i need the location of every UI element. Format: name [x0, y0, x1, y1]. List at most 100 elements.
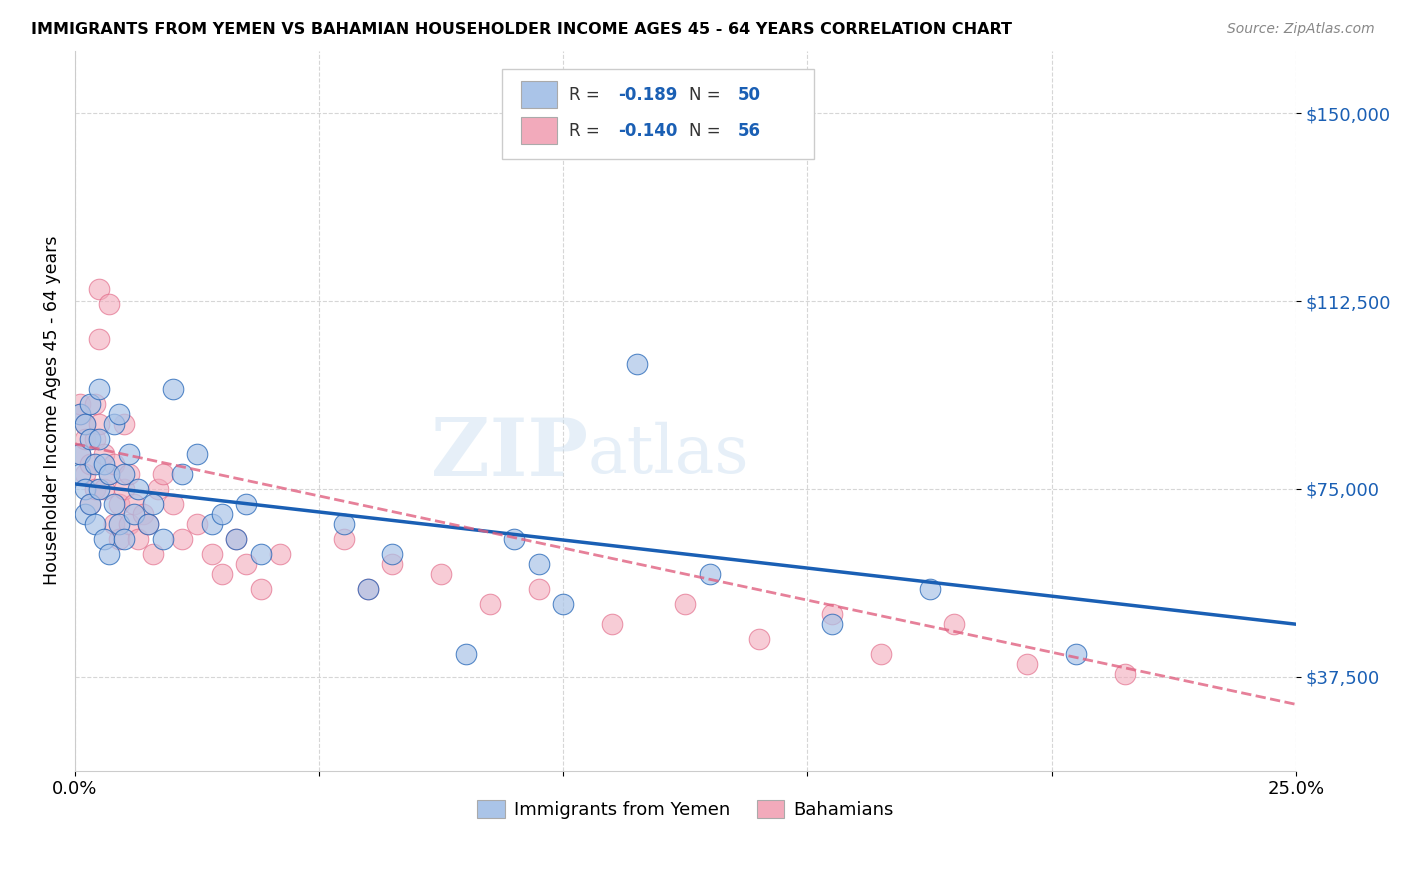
Point [162, 497, 184, 511]
Text: ZIP: ZIP [430, 415, 588, 493]
Point [821, 607, 844, 622]
Legend: Immigrants from Yemen, Bahamians: Immigrants from Yemen, Bahamians [470, 793, 901, 827]
Point [821, 617, 844, 632]
Point [122, 497, 145, 511]
Point [186, 516, 208, 531]
Point [1064, 647, 1087, 661]
Point [89, 332, 111, 346]
Point [211, 507, 233, 521]
Point [112, 417, 135, 431]
Point [69, 447, 91, 461]
Point [869, 647, 891, 661]
Point [127, 532, 149, 546]
Point [127, 482, 149, 496]
Point [112, 467, 135, 481]
Text: N =: N = [689, 121, 725, 140]
Point [269, 547, 291, 561]
Point [79, 497, 101, 511]
Point [93, 457, 115, 471]
Point [83, 432, 105, 446]
Point [142, 547, 165, 561]
Point [162, 382, 184, 396]
Point [89, 382, 111, 396]
Point [103, 417, 125, 431]
Point [118, 516, 141, 531]
Text: -0.140: -0.140 [619, 121, 678, 140]
Point [122, 507, 145, 521]
Point [748, 632, 770, 647]
Point [186, 447, 208, 461]
Point [93, 447, 115, 461]
Point [225, 532, 247, 546]
Text: 50: 50 [738, 86, 761, 103]
Point [118, 447, 141, 461]
Point [235, 497, 257, 511]
Point [527, 582, 550, 596]
Point [103, 457, 125, 471]
Text: atlas: atlas [588, 421, 749, 486]
Point [942, 617, 965, 632]
Point [89, 482, 111, 496]
Text: R =: R = [569, 121, 606, 140]
Point [83, 516, 105, 531]
Point [673, 597, 696, 611]
Point [332, 532, 354, 546]
Point [103, 516, 125, 531]
Point [98, 467, 121, 481]
Text: R =: R = [569, 86, 606, 103]
Text: -0.189: -0.189 [619, 86, 678, 103]
Point [381, 547, 404, 561]
Point [98, 547, 121, 561]
Point [69, 407, 91, 421]
Text: IMMIGRANTS FROM YEMEN VS BAHAMIAN HOUSEHOLDER INCOME AGES 45 - 64 YEARS CORRELAT: IMMIGRANTS FROM YEMEN VS BAHAMIAN HOUSEH… [31, 22, 1012, 37]
Point [201, 516, 224, 531]
Text: Source: ZipAtlas.com: Source: ZipAtlas.com [1227, 22, 1375, 37]
Point [553, 597, 575, 611]
Point [79, 432, 101, 446]
Point [108, 407, 131, 421]
Point [454, 647, 477, 661]
Point [69, 467, 91, 481]
Text: 56: 56 [738, 121, 761, 140]
Point [201, 547, 224, 561]
Point [136, 516, 159, 531]
Point [918, 582, 941, 596]
Point [83, 457, 105, 471]
Point [93, 482, 115, 496]
Point [225, 532, 247, 546]
Point [332, 516, 354, 531]
Point [357, 582, 380, 596]
Point [430, 567, 453, 582]
Point [479, 597, 502, 611]
Text: N =: N = [689, 86, 725, 103]
Point [79, 457, 101, 471]
Point [93, 532, 115, 546]
Point [152, 467, 174, 481]
Point [73, 482, 96, 496]
Point [172, 467, 194, 481]
Point [152, 532, 174, 546]
Point [98, 467, 121, 481]
Point [118, 467, 141, 481]
Point [136, 516, 159, 531]
Bar [520, 81, 557, 108]
Point [357, 582, 380, 596]
Point [112, 532, 135, 546]
FancyBboxPatch shape [502, 69, 814, 159]
Point [89, 432, 111, 446]
Point [1017, 657, 1039, 672]
Point [249, 582, 271, 596]
Point [1114, 667, 1136, 681]
Point [69, 397, 91, 411]
Point [172, 532, 194, 546]
Point [89, 417, 111, 431]
Bar [520, 117, 557, 145]
Point [503, 532, 526, 546]
Point [108, 497, 131, 511]
Point [146, 482, 169, 496]
Point [73, 417, 96, 431]
Point [83, 397, 105, 411]
Point [132, 507, 155, 521]
Point [79, 497, 101, 511]
Point [69, 407, 91, 421]
